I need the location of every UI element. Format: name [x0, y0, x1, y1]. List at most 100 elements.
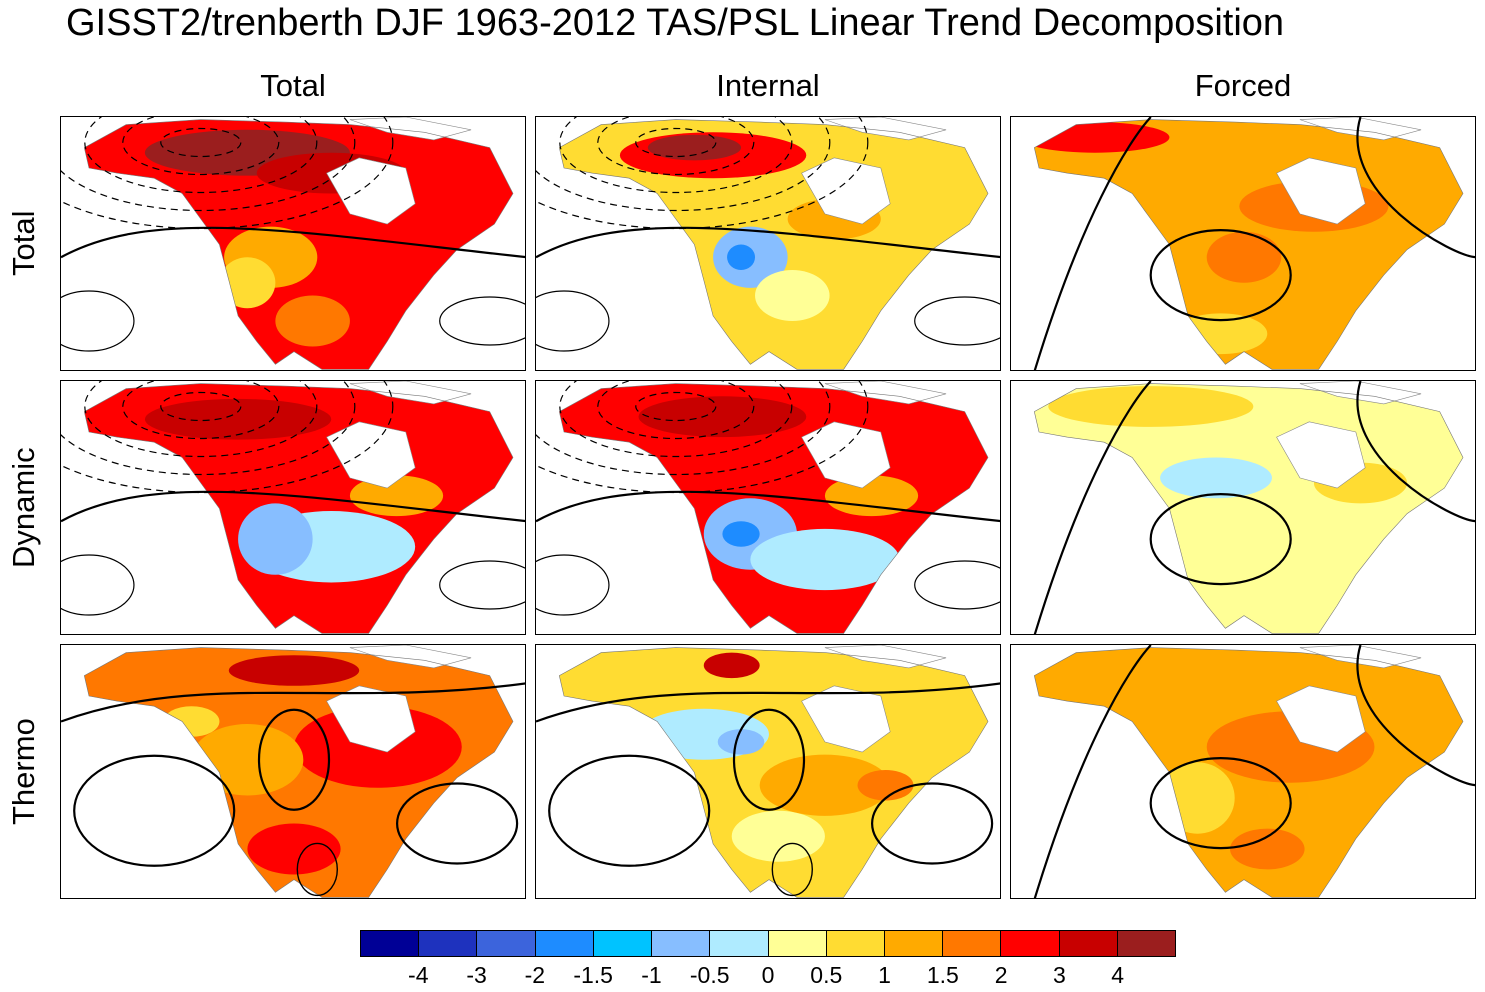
colorbar-tick-label: 2 — [994, 962, 1008, 988]
trend-region — [759, 754, 891, 816]
trend-region — [163, 706, 220, 737]
trend-region — [247, 823, 341, 875]
psl-contours — [536, 117, 1000, 352]
hudson-bay — [326, 157, 416, 225]
colorbar-swatch — [652, 931, 711, 956]
psl-contours — [61, 682, 525, 897]
trend-region — [238, 503, 313, 575]
colorbar-tick-label: 3 — [1053, 962, 1066, 988]
trend-region — [191, 724, 304, 796]
trend-region — [731, 810, 825, 862]
coastline — [83, 383, 514, 634]
psl-contours — [61, 117, 525, 352]
colorbar-swatch — [419, 931, 478, 956]
arctic-islands — [1299, 381, 1422, 405]
coastline — [1033, 119, 1464, 370]
trend-region — [647, 134, 742, 161]
trend-region — [727, 244, 756, 270]
column-label-forced: Forced — [1194, 68, 1292, 103]
colorbar-swatch — [768, 931, 827, 956]
hudson-bay — [326, 421, 416, 489]
coastline — [83, 647, 514, 898]
colorbar-tick-label: 1 — [878, 962, 891, 988]
colorbar-tick-label: 0.5 — [810, 962, 843, 988]
arctic-islands — [824, 645, 947, 669]
trend-region — [857, 769, 914, 801]
arctic-islands — [349, 117, 472, 141]
map-panel-total-forced — [1010, 116, 1476, 371]
hudson-bay — [1276, 157, 1366, 225]
row-label-thermo: Thermo — [6, 718, 41, 825]
colorbar-tick-label: 0 — [761, 962, 775, 988]
map-panel-dynamic-forced — [1010, 380, 1476, 635]
psl-contours — [61, 381, 525, 616]
psl-contours — [1033, 645, 1475, 898]
colorbar-tick-label: -1 — [641, 962, 662, 988]
map-panel-dynamic-total — [60, 380, 526, 635]
trend-region — [219, 257, 276, 309]
colorbar-tick-label: -1.5 — [573, 962, 613, 988]
trend-region — [755, 270, 830, 321]
row-label-dynamic: Dynamic — [6, 447, 41, 568]
colorbar-swatch — [1001, 931, 1060, 956]
colorbar-swatch — [593, 931, 653, 956]
hudson-bay — [1276, 421, 1366, 489]
colorbar-tick-label: -3 — [466, 962, 487, 988]
map-panel-thermo-internal — [535, 644, 1001, 899]
trend-region — [824, 475, 919, 517]
coastline — [83, 119, 514, 370]
colorbar-swatch — [884, 931, 944, 956]
colorbar-swatch — [943, 931, 1002, 956]
column-label-total: Total — [260, 68, 326, 103]
trend-region — [1160, 762, 1235, 834]
colorbar-swatch — [1059, 931, 1118, 956]
hudson-bay — [801, 157, 891, 225]
trend-region — [1206, 231, 1282, 283]
row-label-total: Total — [6, 210, 41, 277]
hudson-bay — [801, 685, 891, 753]
trend-region — [717, 729, 765, 755]
psl-contours — [1033, 117, 1475, 370]
hudson-bay — [326, 685, 416, 753]
coastline — [1033, 383, 1464, 634]
colorbar-swatch — [477, 931, 536, 956]
coastline — [558, 647, 989, 898]
coastline — [558, 383, 989, 634]
psl-contours — [536, 682, 1000, 897]
arctic-islands — [1299, 117, 1422, 141]
arctic-islands — [349, 381, 472, 405]
column-label-internal: Internal — [716, 68, 820, 103]
trend-region — [1034, 122, 1170, 153]
colorbar-tick-label: 1.5 — [926, 962, 959, 988]
colorbar-swatch — [710, 931, 769, 956]
colorbar-swatch — [1117, 931, 1176, 956]
arctic-islands — [824, 117, 947, 141]
trend-region — [275, 295, 350, 347]
map-panel-dynamic-internal — [535, 380, 1001, 635]
trend-region — [722, 521, 760, 547]
colorbar-tick-label: -2 — [524, 962, 546, 988]
trend-region — [144, 398, 332, 440]
map-panel-thermo-total — [60, 644, 526, 899]
arctic-islands — [1299, 645, 1422, 669]
map-panel-total-internal — [535, 116, 1001, 371]
trend-region — [638, 396, 807, 438]
colorbar-tick-label: 4 — [1111, 962, 1125, 988]
coastline — [1033, 647, 1464, 898]
trend-region — [228, 655, 360, 686]
trend-region — [703, 652, 760, 679]
colorbar-swatch — [535, 931, 594, 956]
colorbar-swatch — [361, 931, 420, 956]
arctic-islands — [349, 645, 472, 669]
hudson-bay — [801, 421, 891, 489]
psl-contours — [1033, 381, 1475, 634]
colorbar-swatch — [826, 931, 885, 956]
trend-region — [750, 528, 900, 591]
figure-title: GISST2/trenberth DJF 1963-2012 TAS/PSL L… — [66, 2, 1285, 44]
colorbar — [360, 930, 1176, 957]
trend-region — [1160, 457, 1272, 499]
trend-region — [349, 475, 444, 517]
colorbar-tick-label: -0.5 — [689, 962, 730, 988]
trend-region — [1230, 828, 1305, 870]
arctic-islands — [824, 381, 947, 405]
